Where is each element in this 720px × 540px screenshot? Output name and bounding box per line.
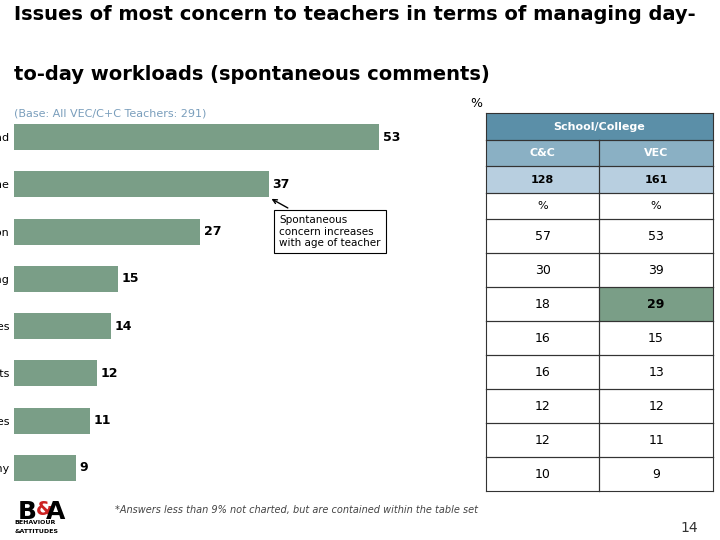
Text: 57: 57: [535, 230, 551, 243]
Text: 14: 14: [114, 320, 132, 333]
Text: 18: 18: [535, 298, 551, 311]
Bar: [599, 389, 713, 423]
Text: 14: 14: [681, 521, 698, 535]
Bar: [14, 266, 117, 292]
Bar: [14, 313, 111, 339]
Text: Spontaneous
concern increases
with age of teacher: Spontaneous concern increases with age o…: [273, 200, 381, 248]
Bar: [486, 423, 599, 457]
Text: School/College: School/College: [554, 122, 645, 132]
Bar: [599, 287, 713, 321]
Text: 161: 161: [644, 174, 667, 185]
Text: 15: 15: [648, 332, 664, 345]
Text: %: %: [651, 201, 662, 211]
Text: 11: 11: [94, 414, 111, 427]
Bar: [599, 423, 713, 457]
Bar: [599, 355, 713, 389]
Bar: [599, 253, 713, 287]
Bar: [486, 140, 599, 166]
Bar: [599, 140, 713, 166]
Bar: [486, 219, 599, 253]
Text: 9: 9: [652, 468, 660, 481]
Text: VEC: VEC: [644, 148, 668, 158]
Text: 37: 37: [272, 178, 290, 191]
Bar: [14, 219, 200, 245]
Text: &ATTITUDES: &ATTITUDES: [14, 529, 58, 534]
Text: 13: 13: [648, 366, 664, 379]
Text: B: B: [17, 500, 36, 524]
Bar: [486, 389, 599, 423]
Text: BEHAVIOUR: BEHAVIOUR: [14, 521, 55, 525]
Text: 12: 12: [100, 367, 118, 380]
Text: Issues of most concern to teachers in terms of managing day-: Issues of most concern to teachers in te…: [14, 5, 696, 24]
Text: 12: 12: [648, 400, 664, 413]
Text: 10: 10: [535, 468, 551, 481]
Text: 39: 39: [648, 264, 664, 277]
Bar: [486, 113, 713, 140]
Text: %: %: [470, 97, 482, 110]
Text: (Base: All VEC/C+C Teachers: 291): (Base: All VEC/C+C Teachers: 291): [14, 108, 207, 118]
Bar: [486, 253, 599, 287]
Text: 16: 16: [535, 332, 551, 345]
Bar: [14, 360, 97, 386]
Bar: [486, 321, 599, 355]
Text: 12: 12: [535, 400, 551, 413]
Text: 29: 29: [647, 298, 665, 311]
Bar: [14, 171, 269, 197]
Bar: [599, 193, 713, 219]
Text: *Answers less than 9% not charted, but are contained within the table set: *Answers less than 9% not charted, but a…: [115, 505, 478, 515]
Text: 53: 53: [382, 131, 400, 144]
Bar: [599, 457, 713, 491]
Bar: [14, 124, 379, 150]
Text: &: &: [36, 500, 53, 519]
Bar: [486, 287, 599, 321]
Text: 27: 27: [204, 225, 221, 238]
Bar: [486, 457, 599, 491]
Bar: [14, 408, 90, 434]
Bar: [599, 166, 713, 193]
Bar: [486, 193, 599, 219]
Bar: [599, 219, 713, 253]
Bar: [486, 166, 599, 193]
Text: C&C: C&C: [530, 148, 556, 158]
Text: 12: 12: [535, 434, 551, 447]
Text: 128: 128: [531, 174, 554, 185]
Bar: [14, 455, 76, 481]
Bar: [486, 355, 599, 389]
Bar: [599, 321, 713, 355]
Text: 11: 11: [648, 434, 664, 447]
Text: 9: 9: [80, 461, 89, 474]
Text: 53: 53: [648, 230, 664, 243]
Text: 15: 15: [121, 272, 138, 285]
Text: to-day workloads (spontaneous comments): to-day workloads (spontaneous comments): [14, 65, 490, 84]
Text: %: %: [537, 201, 548, 211]
Text: A: A: [46, 500, 66, 524]
Text: 30: 30: [535, 264, 551, 277]
Text: 16: 16: [535, 366, 551, 379]
